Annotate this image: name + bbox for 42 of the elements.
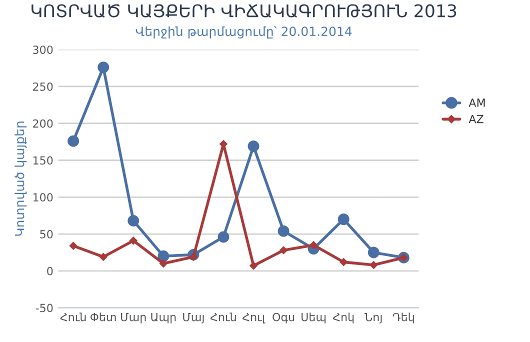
point (158, 250, 170, 262)
legend-label: AM (468, 98, 485, 107)
x-tick-label: Հուն (60, 312, 86, 322)
x-tick-label: Հոկ (332, 312, 354, 324)
y-tick-label: 0 (47, 266, 53, 276)
x-tick-label: Սեպ (302, 312, 326, 324)
y-tick-label: -50 (36, 304, 53, 312)
x-tick-label: Փետ (90, 312, 116, 322)
point (69, 242, 78, 250)
point (159, 260, 168, 268)
point (338, 214, 350, 225)
chart-subtitle: Վերջին թարմացումը՝ 20.01.2014 (136, 26, 352, 39)
point (250, 262, 258, 270)
x-tick-label: Օգս (272, 312, 294, 324)
point (129, 236, 138, 245)
y-tick-label: 250 (33, 82, 53, 91)
x-tick-label: Դեկ (392, 312, 414, 324)
x-tick-label: Ապր (151, 313, 176, 324)
x-tick-label: Նոյ (364, 313, 382, 324)
x-tick-label: Մար (121, 313, 146, 324)
point (248, 140, 260, 152)
point (68, 135, 80, 147)
legend-label: AZ (468, 114, 484, 124)
y-tick-label: 50 (40, 230, 53, 238)
y-axis-title: Կոտրված կայքեր (14, 122, 27, 236)
point (99, 252, 108, 261)
point (340, 258, 348, 266)
x-tick-label: Մայ (183, 313, 204, 324)
y-tick-label: 300 (33, 46, 53, 54)
x-tick-label: Հուն (210, 312, 236, 322)
chart-title: ԿՈՏՐՎԱԾ ԿԱՅՔԵՐԻ ՎԻՃԱԿԱԳՐՈՒԹՅՈՒՆ 2013 (32, 4, 456, 18)
point (128, 215, 140, 226)
x-tick-label: Հուլ (242, 313, 266, 324)
point (280, 246, 288, 254)
point (98, 62, 110, 74)
point (218, 231, 230, 243)
y-tick-label: 100 (33, 193, 53, 202)
point (368, 246, 380, 258)
y-tick-label: 150 (33, 156, 53, 165)
y-tick-label: 200 (33, 119, 53, 128)
point (278, 225, 290, 237)
point (370, 261, 378, 269)
